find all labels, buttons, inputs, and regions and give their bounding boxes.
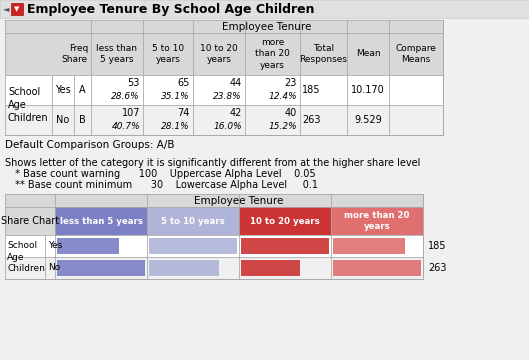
Text: * Base count warning      100    Uppercase Alpha Level    0.05: * Base count warning 100 Uppercase Alpha… (9, 169, 316, 179)
Text: 53: 53 (127, 78, 140, 89)
Text: Yes: Yes (48, 242, 62, 251)
FancyBboxPatch shape (241, 260, 300, 276)
FancyBboxPatch shape (149, 260, 220, 276)
Text: 23: 23 (285, 78, 297, 89)
FancyBboxPatch shape (5, 20, 91, 33)
Text: 10 to 20 years: 10 to 20 years (250, 216, 320, 225)
Text: 74: 74 (178, 108, 190, 118)
FancyBboxPatch shape (5, 194, 423, 279)
Text: B: B (79, 115, 86, 125)
Text: 44: 44 (230, 78, 242, 89)
FancyBboxPatch shape (333, 260, 421, 276)
Text: 5 to 10 years: 5 to 10 years (161, 216, 225, 225)
FancyBboxPatch shape (11, 3, 23, 15)
Text: 10.170: 10.170 (351, 85, 385, 95)
FancyBboxPatch shape (333, 238, 405, 254)
FancyBboxPatch shape (55, 194, 423, 207)
FancyBboxPatch shape (147, 207, 239, 235)
Text: No: No (48, 264, 60, 273)
Text: 40.7%: 40.7% (112, 122, 140, 131)
Text: 28.6%: 28.6% (112, 92, 140, 101)
FancyBboxPatch shape (57, 238, 119, 254)
Text: less than 5 years: less than 5 years (59, 216, 142, 225)
Text: 16.0%: 16.0% (213, 122, 242, 131)
FancyBboxPatch shape (5, 257, 423, 279)
FancyBboxPatch shape (5, 235, 423, 257)
Text: more than 20
years: more than 20 years (344, 211, 409, 231)
Text: 9.529: 9.529 (354, 115, 382, 125)
Text: 185: 185 (428, 241, 446, 251)
FancyBboxPatch shape (0, 0, 529, 18)
FancyBboxPatch shape (241, 238, 329, 254)
Text: Employee Tenure By School Age Children: Employee Tenure By School Age Children (27, 3, 315, 15)
Text: Mean: Mean (355, 49, 380, 58)
FancyBboxPatch shape (239, 207, 331, 235)
Text: School
Age
Children: School Age Children (8, 87, 49, 123)
Text: 263: 263 (428, 263, 446, 273)
Text: A: A (79, 85, 86, 95)
Text: 107: 107 (122, 108, 140, 118)
Text: 42: 42 (230, 108, 242, 118)
Text: 15.2%: 15.2% (268, 122, 297, 131)
Text: No: No (57, 115, 70, 125)
Text: ** Base count minimum      30    Lowercase Alpha Level     0.1: ** Base count minimum 30 Lowercase Alpha… (9, 180, 318, 190)
FancyBboxPatch shape (5, 33, 443, 75)
Text: 40: 40 (285, 108, 297, 118)
Text: Total
Responses: Total Responses (299, 44, 348, 64)
FancyBboxPatch shape (149, 238, 237, 254)
Text: 65: 65 (178, 78, 190, 89)
Text: Compare
Means: Compare Means (396, 44, 436, 64)
FancyBboxPatch shape (57, 260, 145, 276)
Text: 12.4%: 12.4% (268, 92, 297, 101)
Text: 5 to 10
years: 5 to 10 years (152, 44, 184, 64)
Text: 23.8%: 23.8% (213, 92, 242, 101)
Text: ◄: ◄ (3, 4, 9, 13)
Text: Freq
Share: Freq Share (62, 44, 88, 64)
Text: 263: 263 (302, 115, 321, 125)
Text: less than
5 years: less than 5 years (96, 44, 138, 64)
FancyBboxPatch shape (5, 20, 443, 135)
FancyBboxPatch shape (5, 194, 55, 207)
FancyBboxPatch shape (5, 105, 443, 135)
Text: Employee Tenure: Employee Tenure (222, 22, 312, 31)
Text: Share Chart: Share Chart (1, 216, 59, 226)
Text: Yes: Yes (55, 85, 71, 95)
Text: more
than 20
years: more than 20 years (255, 38, 290, 70)
FancyBboxPatch shape (5, 207, 55, 235)
Text: ▼: ▼ (14, 6, 20, 12)
FancyBboxPatch shape (91, 20, 443, 33)
Text: Shows letter of the category it is significantly different from at the higher sh: Shows letter of the category it is signi… (5, 158, 421, 168)
Text: Default Comparison Groups: A/B: Default Comparison Groups: A/B (5, 140, 175, 150)
Text: School
Age
Children: School Age Children (7, 242, 45, 273)
Text: 10 to 20
years: 10 to 20 years (200, 44, 238, 64)
Text: Employee Tenure: Employee Tenure (194, 195, 284, 206)
FancyBboxPatch shape (331, 207, 423, 235)
FancyBboxPatch shape (5, 75, 443, 105)
Text: 35.1%: 35.1% (161, 92, 190, 101)
FancyBboxPatch shape (55, 207, 147, 235)
Text: 28.1%: 28.1% (161, 122, 190, 131)
Text: 185: 185 (302, 85, 321, 95)
